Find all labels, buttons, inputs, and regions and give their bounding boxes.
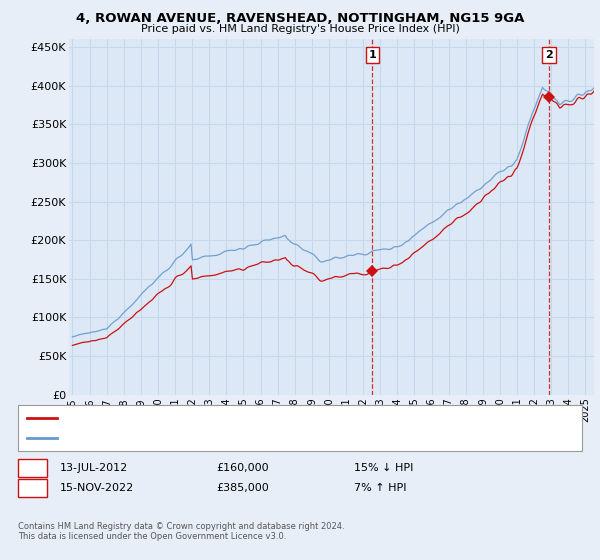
Text: £160,000: £160,000 bbox=[216, 463, 269, 473]
Text: 4, ROWAN AVENUE, RAVENSHEAD, NOTTINGHAM, NG15 9GA (detached house): 4, ROWAN AVENUE, RAVENSHEAD, NOTTINGHAM,… bbox=[63, 413, 448, 423]
Text: £385,000: £385,000 bbox=[216, 483, 269, 493]
Text: 15% ↓ HPI: 15% ↓ HPI bbox=[354, 463, 413, 473]
Text: 15-NOV-2022: 15-NOV-2022 bbox=[60, 483, 134, 493]
Text: 7% ↑ HPI: 7% ↑ HPI bbox=[354, 483, 407, 493]
Text: Contains HM Land Registry data © Crown copyright and database right 2024.
This d: Contains HM Land Registry data © Crown c… bbox=[18, 522, 344, 542]
Text: 1: 1 bbox=[29, 463, 36, 473]
Text: HPI: Average price, detached house, Gedling: HPI: Average price, detached house, Gedl… bbox=[63, 433, 281, 443]
Text: 13-JUL-2012: 13-JUL-2012 bbox=[60, 463, 128, 473]
Text: Price paid vs. HM Land Registry's House Price Index (HPI): Price paid vs. HM Land Registry's House … bbox=[140, 24, 460, 34]
Text: 2: 2 bbox=[545, 50, 553, 60]
Text: 1: 1 bbox=[368, 50, 376, 60]
Text: 2: 2 bbox=[29, 483, 36, 493]
Text: 4, ROWAN AVENUE, RAVENSHEAD, NOTTINGHAM, NG15 9GA: 4, ROWAN AVENUE, RAVENSHEAD, NOTTINGHAM,… bbox=[76, 12, 524, 25]
